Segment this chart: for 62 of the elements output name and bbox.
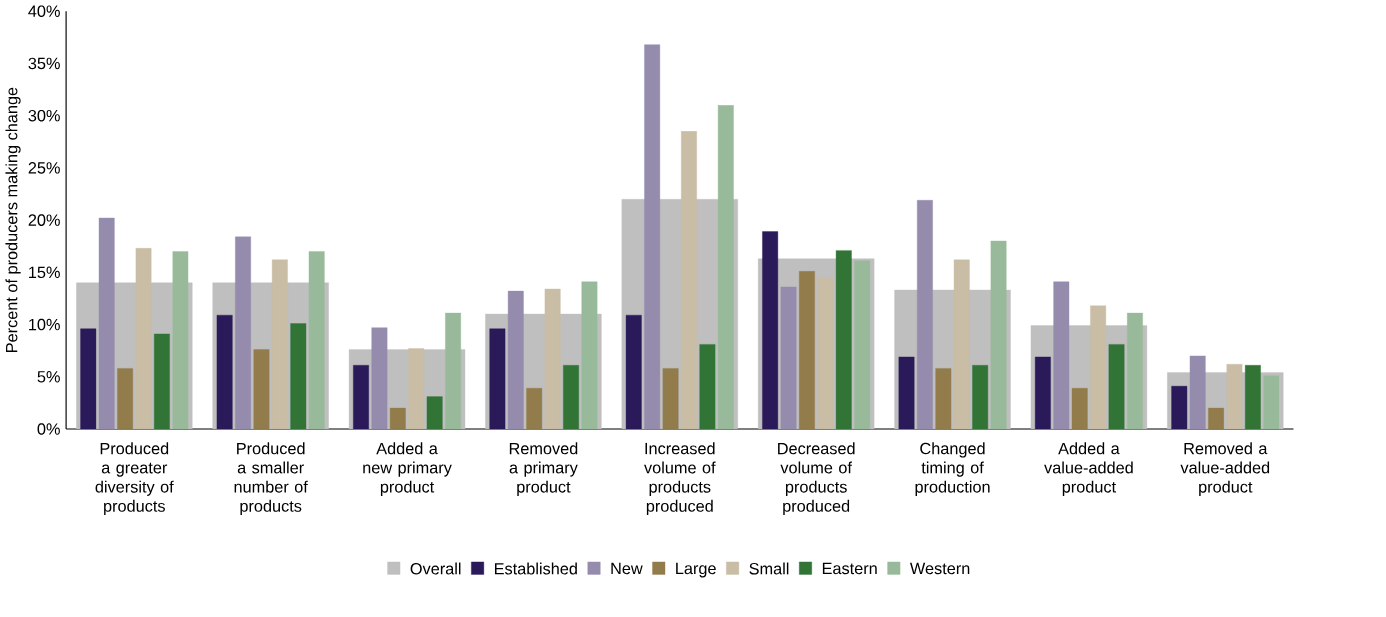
bar <box>644 44 661 429</box>
legend-label: Established <box>494 562 577 575</box>
bar <box>1035 356 1051 429</box>
y-tick-label: 30% <box>28 109 60 122</box>
legend-label: Western <box>909 562 970 575</box>
bar <box>353 365 369 429</box>
legend-label: Overall <box>410 562 461 575</box>
x-tick-label: Removed a primary product <box>509 442 578 496</box>
bar <box>235 236 251 429</box>
bar <box>389 407 406 429</box>
bar <box>990 240 1007 429</box>
bar <box>98 217 115 429</box>
x-tick-label: Added a value-added product <box>1044 442 1133 496</box>
x-tick-label: Removed a value-added product <box>1180 442 1270 496</box>
y-tick-label: 5% <box>37 371 60 383</box>
bar <box>935 368 952 429</box>
legend-label: Large <box>676 562 716 578</box>
legend-label: New <box>611 562 643 575</box>
bar <box>445 312 461 429</box>
y-tick-label: 25% <box>28 162 60 174</box>
y-tick-label: 15% <box>29 266 60 279</box>
bar <box>762 231 779 429</box>
bar <box>1189 355 1206 429</box>
bar <box>717 105 734 429</box>
bar <box>581 281 598 429</box>
bar <box>662 368 679 429</box>
bar <box>371 327 388 429</box>
bar <box>799 271 815 429</box>
x-tick-label: Changed timing of production <box>915 442 990 496</box>
bar <box>1071 388 1088 429</box>
x-tick-label: Produced a greater diversity of products <box>95 442 174 516</box>
bar <box>1208 407 1224 429</box>
bar <box>80 328 97 429</box>
y-tick-label: 0% <box>37 423 60 435</box>
bar <box>253 349 270 429</box>
bar <box>898 356 915 429</box>
bar <box>1053 281 1070 429</box>
y-axis-title: Percent of producers making change <box>5 87 21 352</box>
bar <box>625 314 642 429</box>
bar <box>917 200 933 429</box>
bar <box>507 290 524 429</box>
bar <box>216 314 233 429</box>
x-tick-label: Increased volume of products produced <box>644 442 716 516</box>
y-tick-label: 35% <box>28 57 60 70</box>
y-tick-label: 10% <box>29 318 60 331</box>
y-tick-label: 20% <box>28 214 60 226</box>
legend-label: Small <box>749 562 789 575</box>
bar <box>1171 385 1188 429</box>
x-tick-label: Decreased volume of products produced <box>778 442 855 516</box>
x-tick-label: Added a new primary product <box>363 442 452 496</box>
y-tick-label: 40% <box>28 5 60 17</box>
bar <box>780 286 797 429</box>
bar <box>854 260 871 429</box>
bar <box>526 388 543 429</box>
bar <box>117 368 133 429</box>
bar <box>1263 375 1280 429</box>
legend-label: Eastern <box>822 562 877 575</box>
x-tick-label: Produced a smaller number of products <box>234 442 308 516</box>
bar <box>172 251 189 429</box>
bar <box>1127 312 1143 429</box>
bar <box>489 328 506 429</box>
bar <box>308 251 325 429</box>
